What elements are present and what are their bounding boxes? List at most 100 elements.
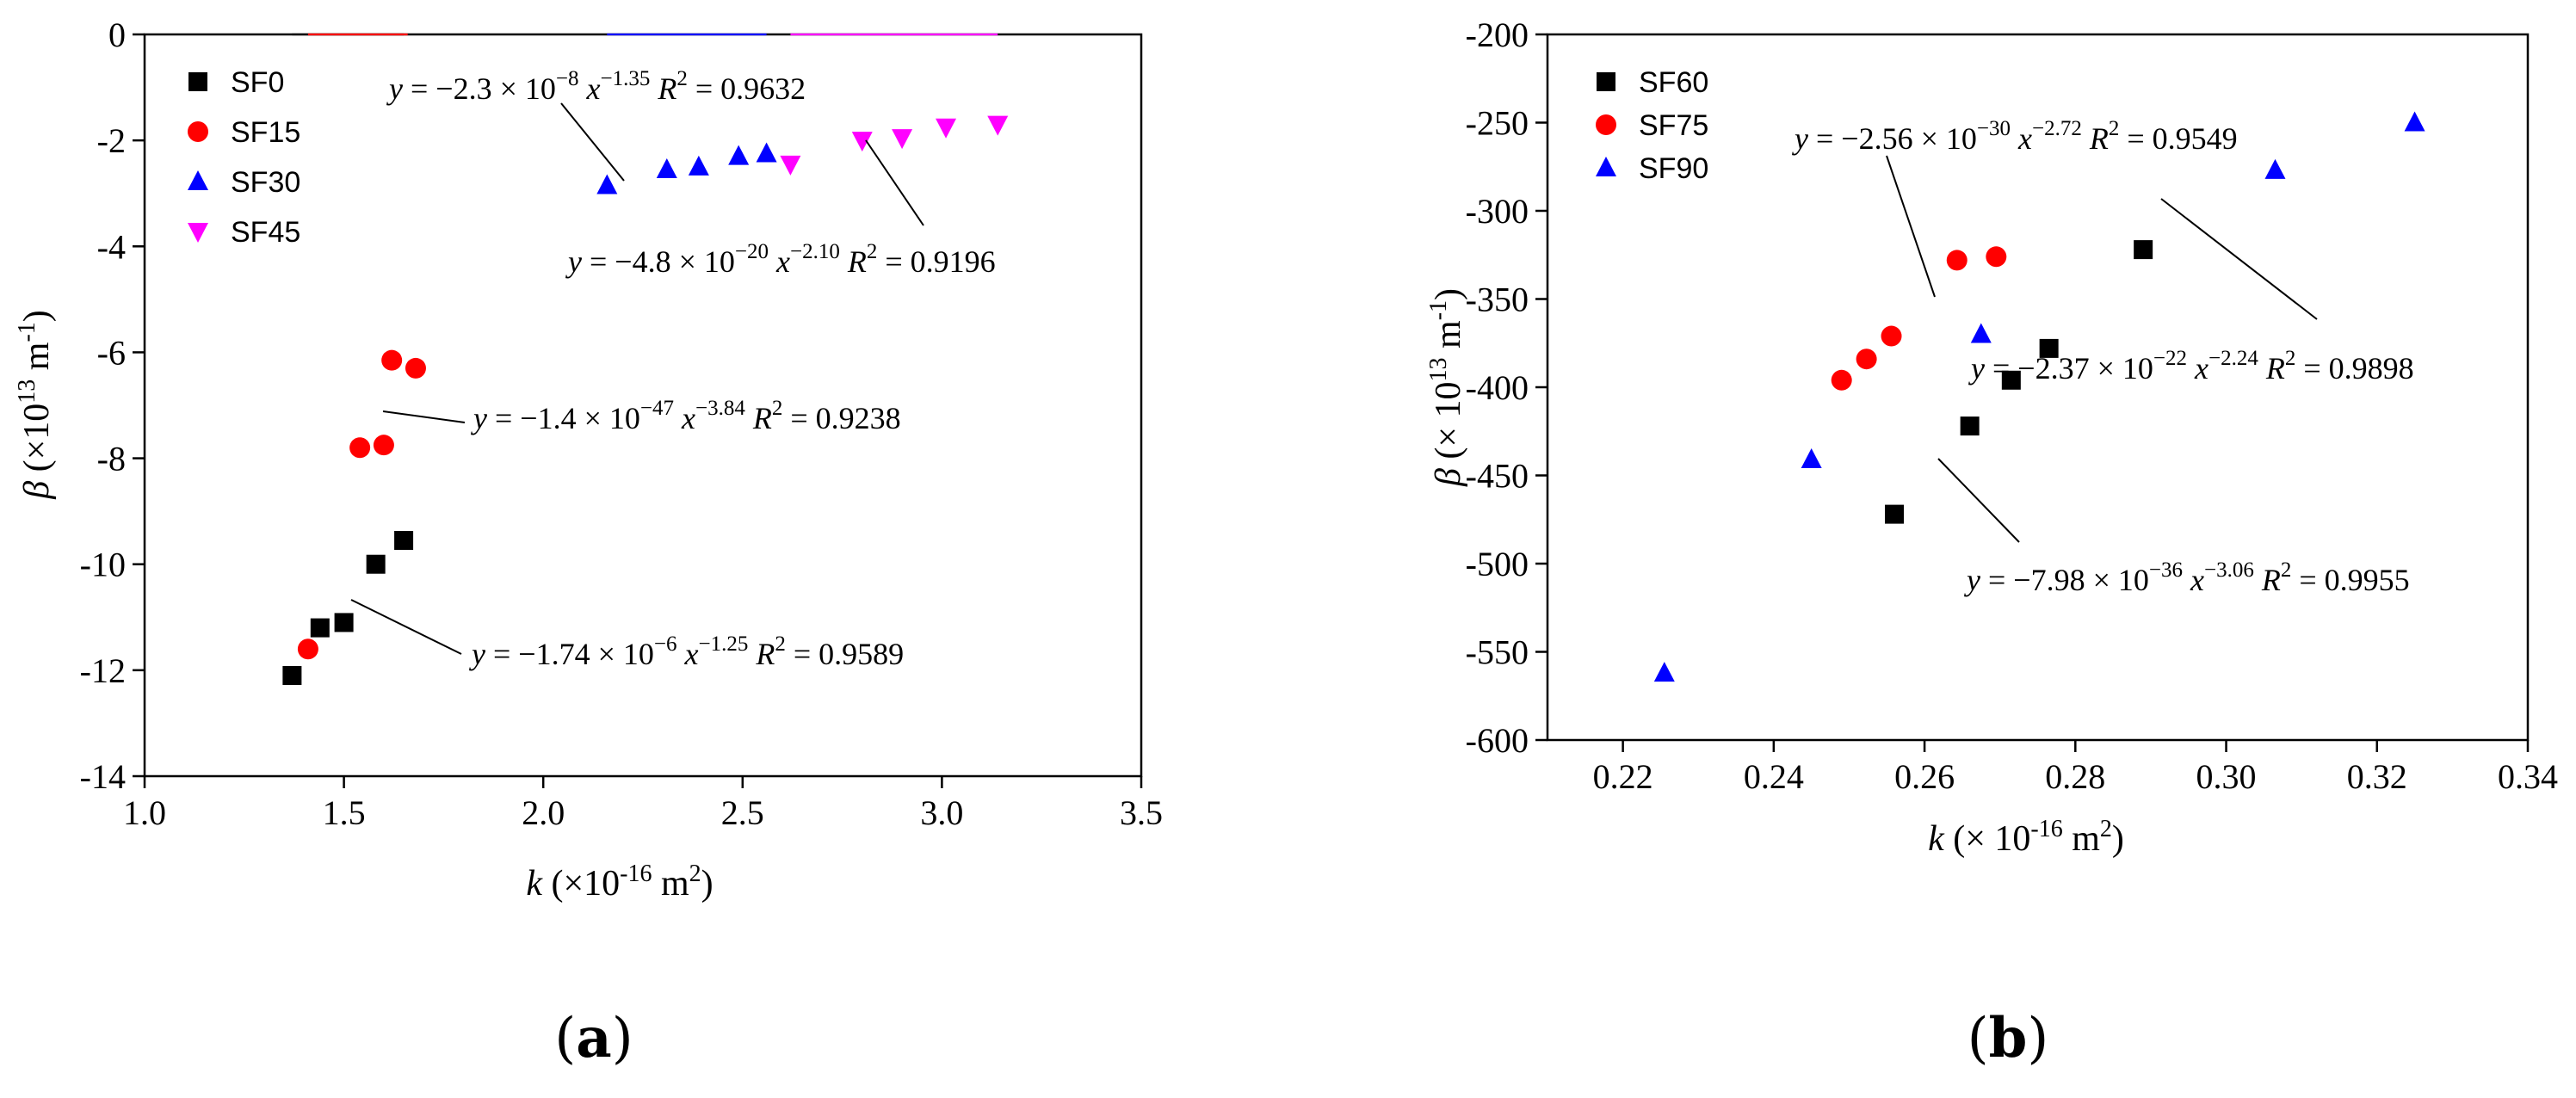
data-point-sf30 — [596, 174, 618, 194]
x-axis-label: k (×10-16 m2) — [526, 861, 713, 904]
equation-leader-line — [1937, 458, 2020, 543]
y-tick-label: -250 — [1466, 104, 1529, 143]
x-tick-label: 0.24 — [1744, 757, 1804, 796]
x-tick-label: 3.5 — [1120, 793, 1163, 832]
data-point-sf60 — [1885, 504, 1905, 524]
x-tick-label: 3.0 — [920, 793, 963, 832]
legend: SF0 SF15 SF30 SF45 — [188, 66, 300, 249]
x-axis-label: k (× 10-16 m2) — [1928, 816, 2124, 859]
y-tick-label: -400 — [1466, 368, 1529, 407]
y-tick-label: -600 — [1466, 721, 1529, 760]
fit-equation-sf15: y = −1.4 × 10−47 x−3.84 R2 = 0.9238 — [471, 397, 901, 435]
x-tick-label: 0.34 — [2498, 757, 2558, 796]
chart-panel-a: 1.0 1.5 2.0 2.5 3.0 3.5 0 -2 -4 -6 -8 -10 -12 -14 k (×… — [14, 15, 1163, 1070]
data-point-sf90 — [1801, 448, 1822, 469]
data-point-sf60 — [2039, 338, 2059, 358]
fit-equation-sf90: y = −2.37 × 10−22 x−2.24 R2 = 0.9898 — [1968, 347, 2414, 386]
data-point-sf30 — [728, 145, 750, 165]
data-point-sf30 — [688, 155, 709, 176]
data-point-sf30 — [656, 158, 677, 179]
data-point-sf0 — [282, 666, 302, 686]
equation-leader-line — [2160, 198, 2318, 320]
y-tick-label: -550 — [1466, 633, 1529, 672]
data-point-sf60 — [2134, 240, 2153, 260]
data-point-sf0 — [334, 613, 354, 632]
equation-leader-line — [382, 410, 466, 423]
legend-label-sf90: SF90 — [1639, 152, 1708, 185]
series-sf75 — [1831, 246, 2007, 391]
data-point-sf0 — [310, 618, 330, 638]
legend-marker-sf15 — [188, 121, 208, 142]
fit-equation-sf45: y = −4.8 × 10−20 x−2.10 R2 = 0.9196 — [565, 240, 996, 279]
legend-marker-sf75 — [1596, 114, 1616, 135]
y-tick-label: -4 — [97, 227, 126, 266]
data-point-sf75 — [1986, 246, 2007, 268]
series-sf15 — [297, 349, 426, 660]
data-point-sf30 — [756, 142, 777, 163]
x-tick-label: 1.0 — [123, 793, 166, 832]
equation-leader-line — [560, 102, 625, 182]
equation-leader-line — [865, 139, 924, 226]
series-sf90 — [1653, 111, 2425, 682]
legend-label-sf75: SF75 — [1639, 109, 1708, 142]
data-point-sf15 — [373, 435, 394, 456]
data-point-sf45 — [892, 129, 913, 150]
data-point-sf45 — [780, 155, 801, 176]
y-tick-label: -350 — [1466, 281, 1529, 319]
panel-label: (a) — [554, 1006, 633, 1070]
legend-marker-sf0 — [188, 72, 207, 91]
legend-label-sf15: SF15 — [231, 116, 300, 149]
data-point-sf15 — [349, 437, 371, 459]
y-tick-label: 0 — [108, 15, 126, 54]
y-axis-label: β (×1013 m-1) — [14, 310, 57, 500]
y-tick-label: -6 — [97, 333, 126, 372]
data-point-sf0 — [394, 531, 414, 551]
data-point-sf90 — [1970, 323, 1992, 343]
y-tick-label: -8 — [97, 440, 126, 478]
x-tick-label: 0.32 — [2347, 757, 2407, 796]
y-tick-label: -300 — [1466, 192, 1529, 231]
data-point-sf75 — [1946, 250, 1968, 271]
legend-marker-sf60 — [1597, 72, 1615, 91]
series-sf45 — [780, 115, 1009, 176]
y-tick-label: -500 — [1466, 545, 1529, 583]
equation-leader-line — [1886, 155, 1936, 298]
legend-label-sf45: SF45 — [231, 216, 300, 249]
y-tick-label: -450 — [1466, 457, 1529, 496]
y-tick-label: -10 — [80, 546, 126, 584]
series-sf60 — [1885, 240, 2153, 524]
x-tick-label: 0.30 — [2196, 757, 2257, 796]
legend-label-sf60: SF60 — [1639, 66, 1708, 99]
x-tick-label: 2.5 — [721, 793, 764, 832]
data-point-sf60 — [1960, 416, 1980, 436]
legend-label-sf0: SF0 — [231, 66, 284, 99]
legend-marker-sf90 — [1596, 157, 1616, 176]
y-tick-label: -200 — [1466, 15, 1529, 54]
data-point-sf15 — [381, 349, 403, 371]
legend-marker-sf30 — [188, 170, 208, 190]
fit-equation-sf0: y = −1.74 × 10−6 x−1.25 R2 = 0.9589 — [469, 632, 904, 671]
data-point-sf75 — [1831, 369, 1852, 391]
y-tick-label: -2 — [97, 121, 126, 160]
data-point-sf90 — [1653, 662, 1675, 682]
data-point-sf45 — [851, 132, 873, 152]
data-point-sf45 — [987, 115, 1009, 136]
y-axis-label: β (× 1013 m-1) — [1425, 288, 1468, 487]
fit-equation-sf60: y = −7.98 × 10−36 x−3.06 R2 = 0.9955 — [1964, 558, 2410, 597]
data-point-sf75 — [1881, 325, 1902, 347]
fit-equation-sf30: y = −2.3 × 10−8 x−1.35 R2 = 0.9632 — [386, 67, 806, 106]
x-tick-label: 0.28 — [2045, 757, 2105, 796]
fit-equation-sf75: y = −2.56 × 10−30 x−2.72 R2 = 0.9549 — [1792, 117, 2238, 156]
series-sf30 — [596, 142, 777, 194]
y-tick-label: -12 — [80, 651, 126, 690]
legend-marker-sf45 — [188, 223, 208, 243]
legend: SF60 SF75 SF90 — [1596, 66, 1708, 185]
equation-leader-line — [350, 599, 462, 655]
x-tick-label: 1.5 — [323, 793, 366, 832]
legend-label-sf30: SF30 — [231, 166, 300, 199]
panel-label: (b) — [1968, 1006, 2049, 1070]
y-tick-label: -14 — [80, 757, 126, 796]
chart-panel-b: 0.22 0.24 0.26 0.28 0.30 0.32 0.34 -200 -250 -300… — [1425, 15, 2558, 1070]
data-point-sf90 — [2264, 158, 2286, 179]
